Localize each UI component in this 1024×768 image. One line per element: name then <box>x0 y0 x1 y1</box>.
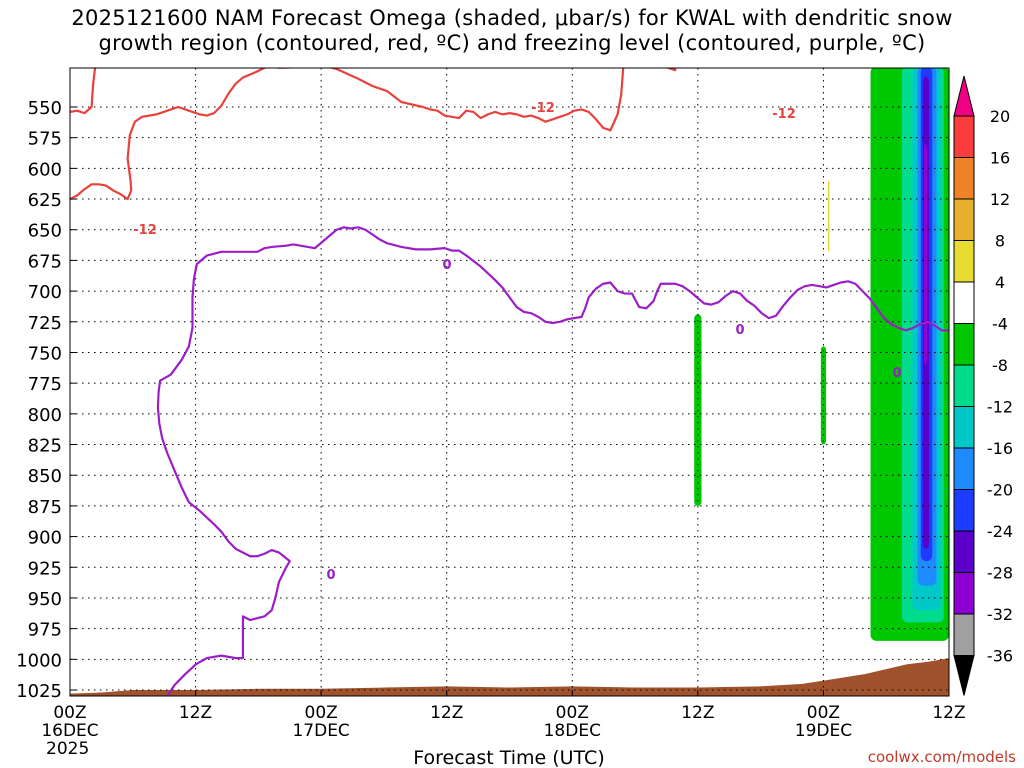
x-tick-date: 18DEC <box>544 721 601 741</box>
y-tick-label: 925 <box>28 558 62 579</box>
y-tick-label: 725 <box>28 313 62 334</box>
colorbar-label: -28 <box>987 564 1013 583</box>
x-tick-label: 00Z <box>556 703 589 723</box>
colorbar-swatch <box>953 613 975 656</box>
x-tick-date: 19DEC <box>795 721 852 741</box>
colorbar-swatch <box>953 157 975 200</box>
y-tick-label: 850 <box>28 466 62 487</box>
colorbar-label: 8 <box>995 232 1005 251</box>
omega-band <box>923 143 928 365</box>
y-tick-label: 750 <box>28 343 62 364</box>
contour-label-zero: 0 <box>892 366 901 381</box>
colorbar-swatch <box>953 489 975 532</box>
omega-region <box>820 346 827 445</box>
x-tick-label: 00Z <box>305 703 338 723</box>
contour-label-zero: 0 <box>326 568 335 583</box>
grid-lines <box>70 68 949 696</box>
terrain-fill <box>70 658 949 696</box>
y-tick-label: 825 <box>28 436 62 457</box>
x-tick-label: 00Z <box>807 703 840 723</box>
y-tick-label: 575 <box>28 129 62 150</box>
x-tick-label: 12Z <box>430 703 463 723</box>
colorbar-swatch <box>953 240 975 283</box>
colorbar-swatch <box>953 281 975 324</box>
x-tick-date: 17DEC <box>292 721 349 741</box>
colorbar-label: 16 <box>990 149 1010 168</box>
colorbar-label: -8 <box>992 356 1008 375</box>
colorbar-label: 4 <box>995 273 1005 292</box>
title-line-2: growth region (contoured, red, ºC) and f… <box>98 31 926 55</box>
x-tick-label: 00Z <box>53 703 86 723</box>
omega-region <box>827 180 830 252</box>
dgz-contour-left <box>70 68 270 201</box>
y-tick-label: 975 <box>28 620 62 641</box>
y-tick-label: 950 <box>28 589 62 610</box>
colorbar-bottom-arrow <box>953 655 975 696</box>
chart-title: 2025121600 NAM Forecast Omega (shaded, μ… <box>0 6 1024 56</box>
y-tick-label: 800 <box>28 405 62 426</box>
colorbar-swatch <box>953 530 975 573</box>
colorbar-label: -36 <box>987 647 1013 666</box>
contour-labels: -12 -12 -12 0 0 0 0 <box>133 101 901 583</box>
x-tick-date: 16DEC <box>41 721 98 741</box>
omega-shading <box>694 68 949 641</box>
y-tick-label: 675 <box>28 251 62 272</box>
colorbar: 20 16 12 8 4 -4 -8 -12 -16 -20 -24 -28 -32 -36 <box>953 75 1013 696</box>
x-axis-label: Forecast Time (UTC) <box>413 747 604 768</box>
colorbar-swatch <box>953 406 975 449</box>
y-tick-label: 600 <box>28 159 62 180</box>
contour-label-minus12: -12 <box>133 223 157 238</box>
y-tick-label: 550 <box>28 98 62 119</box>
colorbar-label: -24 <box>987 522 1013 541</box>
y-axis: 550 575 600 625 650 675 700 725 750 775 800 825 850 8… <box>16 98 76 702</box>
colorbar-top-arrow <box>953 75 975 117</box>
dgz-contour-upper <box>70 68 677 132</box>
x-tick-year: 2025 <box>46 739 89 759</box>
y-tick-label: 625 <box>28 190 62 211</box>
y-tick-label: 875 <box>28 497 62 518</box>
colorbar-label: -4 <box>992 315 1008 334</box>
colorbar-label: -32 <box>987 605 1013 624</box>
y-tick-label: 1025 <box>16 681 62 702</box>
y-tick-label: 900 <box>28 528 62 549</box>
colorbar-swatch <box>953 115 975 158</box>
y-tick-label: 700 <box>28 282 62 303</box>
y-tick-label: 650 <box>28 221 62 242</box>
y-tick-label: 775 <box>28 374 62 395</box>
colorbar-swatch <box>953 323 975 366</box>
y-tick-label: 1000 <box>16 650 62 671</box>
colorbar-label: 20 <box>990 107 1010 126</box>
title-line-1: 2025121600 NAM Forecast Omega (shaded, μ… <box>71 6 953 30</box>
x-tick-label: 12Z <box>932 703 965 723</box>
contour-label-minus12: -12 <box>531 101 555 116</box>
colorbar-swatch <box>953 198 975 241</box>
freezing-level-contour <box>156 226 949 696</box>
contour-label-zero: 0 <box>442 258 451 273</box>
colorbar-label: -12 <box>987 398 1013 417</box>
contour-label-minus12: -12 <box>772 107 796 122</box>
x-tick-label: 12Z <box>179 703 212 723</box>
colorbar-swatch <box>953 364 975 407</box>
colorbar-label: -20 <box>987 481 1013 500</box>
colorbar-swatch <box>953 447 975 490</box>
x-tick-label: 12Z <box>681 703 714 723</box>
terrain-polygon <box>70 658 949 696</box>
contour-lines <box>70 68 949 696</box>
colorbar-label: 12 <box>990 190 1010 209</box>
source-credit: coolwx.com/models <box>867 748 1016 766</box>
plot-frame <box>69 67 950 697</box>
colorbar-swatch <box>953 572 975 615</box>
contour-label-zero: 0 <box>735 323 744 338</box>
colorbar-label: -16 <box>987 439 1013 458</box>
